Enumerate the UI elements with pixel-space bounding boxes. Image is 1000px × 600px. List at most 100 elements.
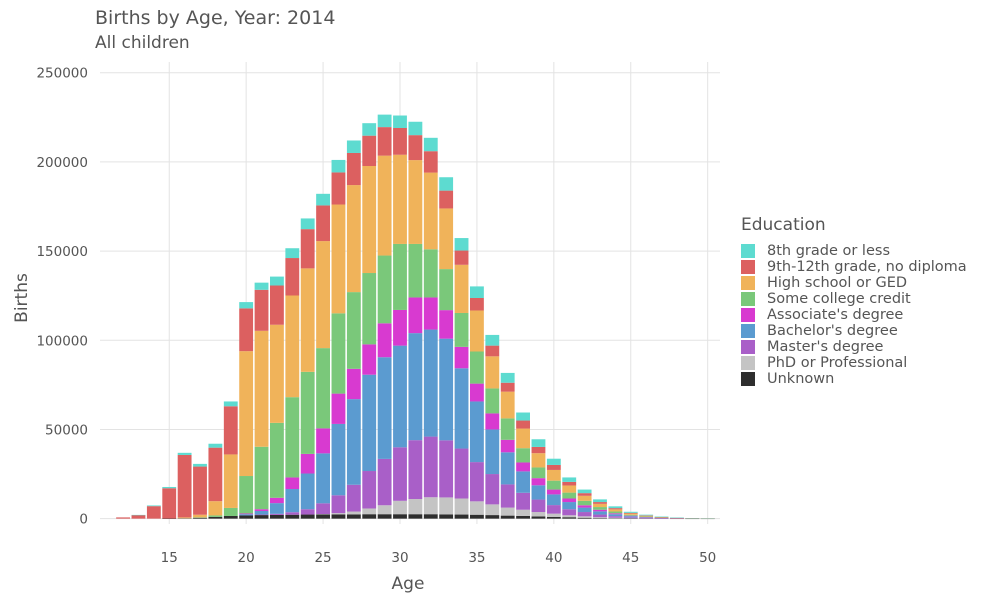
legend-item: PhD or Professional: [741, 355, 967, 371]
bar-segment: [485, 413, 500, 430]
bar-segment: [362, 374, 377, 472]
bar-segment: [500, 382, 515, 392]
bar-segment: [285, 258, 300, 296]
bar-segment: [270, 503, 284, 514]
y-tick-label: 50000: [45, 422, 88, 438]
bar-segment: [593, 514, 607, 518]
bar-segment: [531, 485, 546, 500]
bar-segment: [362, 344, 377, 375]
bar-segment: [500, 507, 515, 516]
y-tick-label: 0: [79, 512, 88, 528]
bar-segment: [223, 401, 238, 407]
bar-segment: [193, 466, 207, 515]
bar-segment: [331, 393, 346, 424]
bar-segment: [316, 428, 330, 454]
bar-segment: [393, 243, 407, 310]
legend-item: 8th grade or less: [741, 243, 967, 259]
legend-swatch: [741, 260, 755, 274]
bar-segment: [485, 356, 500, 389]
bar-segment: [285, 512, 300, 515]
bar-segment: [608, 509, 623, 512]
bar-segment: [239, 514, 254, 516]
bar-segment: [362, 135, 377, 166]
legend-swatch: [741, 308, 755, 322]
legend-item: Unknown: [741, 371, 967, 387]
bar-segment: [393, 447, 407, 501]
bar-segment: [223, 515, 238, 519]
bar-segment: [316, 348, 330, 429]
bar-segment: [562, 498, 577, 503]
legend-label: Bachelor's degree: [767, 323, 898, 339]
bar-segment: [393, 309, 407, 346]
bar-segment: [454, 346, 469, 369]
bar-segment: [270, 513, 284, 515]
bar-segment: [285, 295, 300, 398]
x-tick-label: 40: [545, 550, 562, 566]
bar-segment: [562, 492, 577, 499]
legend-item: Master's degree: [741, 339, 967, 355]
bar-segment: [623, 511, 638, 513]
legend-label: Associate's degree: [767, 307, 904, 323]
y-tick-label: 200000: [36, 155, 88, 171]
bar-segment: [593, 511, 607, 515]
bar-segment: [485, 474, 500, 505]
bar-segment: [285, 248, 300, 259]
bar-segment: [193, 463, 207, 467]
bar-segment: [454, 498, 469, 515]
bar-segment: [439, 310, 454, 339]
bar-segment: [423, 497, 438, 515]
legend-item: Associate's degree: [741, 307, 967, 323]
bar-segment: [331, 423, 346, 496]
bar-segment: [346, 152, 361, 186]
bar-segment: [485, 345, 500, 357]
bar-segment: [285, 489, 300, 513]
x-tick-label: 35: [468, 550, 485, 566]
bar-segment: [423, 436, 438, 498]
bar-segment: [623, 512, 638, 514]
bar-segment: [608, 508, 623, 510]
bar-segment: [423, 137, 438, 152]
bar-segment: [562, 509, 577, 516]
bar-segment: [562, 517, 577, 519]
bar-segment: [577, 505, 592, 508]
bar-segment: [377, 357, 392, 459]
bar-segment: [531, 478, 546, 486]
bar-segment: [531, 512, 546, 517]
bar-segment: [470, 351, 484, 384]
bar-segment: [377, 127, 392, 156]
bar-segment: [546, 513, 561, 517]
bar-segment: [546, 489, 561, 495]
bar-segment: [562, 485, 577, 493]
bar-segment: [316, 453, 330, 504]
bar-segment: [546, 516, 561, 519]
bar-segment: [346, 399, 361, 485]
legend-swatch: [741, 356, 755, 370]
bar-segment: [593, 507, 607, 510]
bar-segment: [470, 297, 484, 311]
bar-segment: [346, 292, 361, 369]
bar-segment: [439, 208, 454, 270]
legend-title: Education: [741, 215, 826, 235]
bar-segment: [254, 510, 269, 515]
bar-segment: [516, 462, 530, 472]
bar-segment: [439, 177, 454, 191]
bar-segment: [346, 511, 361, 515]
legend-item: 9th-12th grade, no diploma: [741, 259, 967, 275]
legend-item: Some college credit: [741, 291, 967, 307]
legend-label: PhD or Professional: [767, 355, 908, 371]
bar-segment: [639, 516, 654, 518]
bar-segment: [270, 514, 284, 519]
bar-segment: [531, 499, 546, 513]
bar-segment: [408, 297, 423, 334]
bar-segment: [254, 330, 269, 447]
bar-segment: [377, 458, 392, 506]
bar-segment: [331, 513, 346, 515]
bar-segment: [439, 440, 454, 498]
bar-segment: [423, 329, 438, 437]
bar-segment: [516, 471, 530, 493]
bar-segment: [346, 368, 361, 400]
bar-segment: [470, 462, 484, 502]
bar-segment: [454, 250, 469, 265]
legend-items: 8th grade or less 9th-12th grade, no dipl…: [741, 243, 967, 387]
bar-segment: [146, 505, 161, 507]
